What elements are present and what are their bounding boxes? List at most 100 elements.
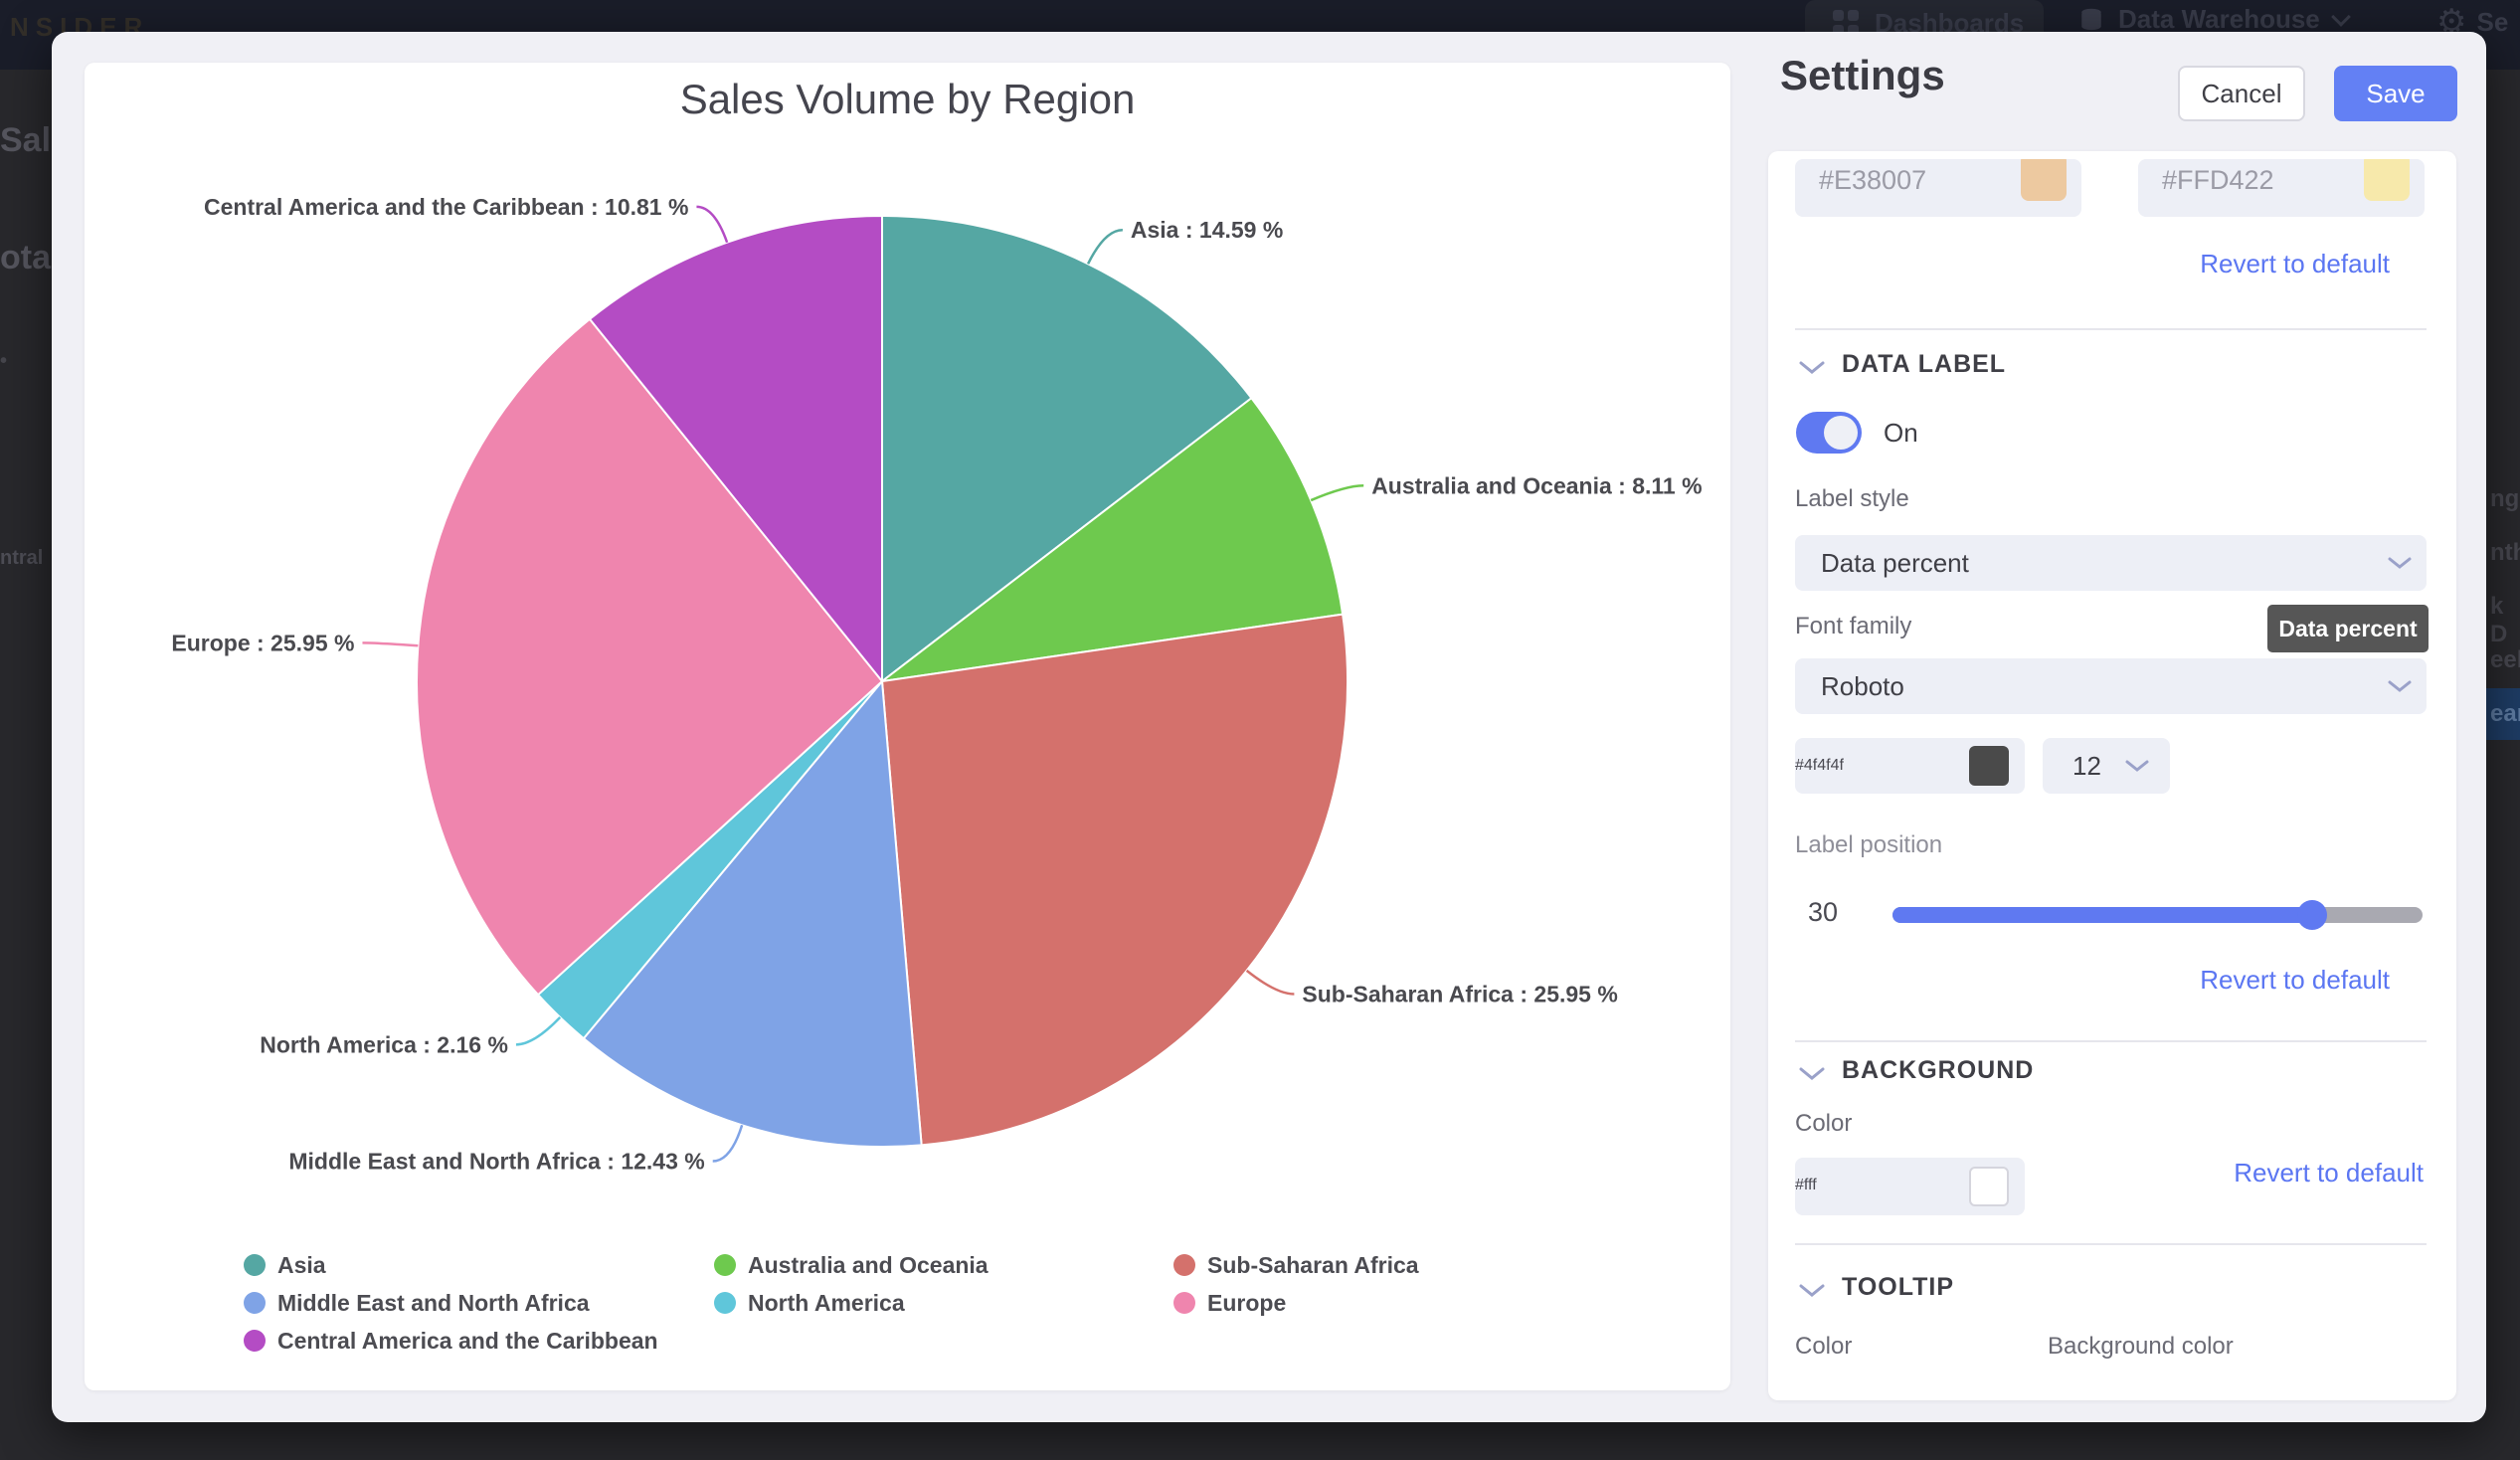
label-style-value: Data percent	[1821, 547, 1969, 578]
divider	[1795, 1040, 2427, 1042]
color-hex-value: #fff	[1795, 1177, 1817, 1193]
revert-to-default-link[interactable]: Revert to default	[2200, 965, 2390, 995]
backdrop-menu-fragment: ear	[2490, 700, 2520, 727]
cancel-button[interactable]: Cancel	[2178, 66, 2305, 121]
backdrop-menu-fragment: eek	[2490, 646, 2520, 673]
series-color-input[interactable]: #FFD422	[2138, 159, 2425, 217]
color-swatch[interactable]	[1969, 746, 2009, 786]
data-warehouse-label: Data Warehouse	[2118, 4, 2320, 34]
label-leader-line	[1086, 228, 1124, 265]
legend-item[interactable]: Sub-Saharan Africa	[1173, 1250, 1419, 1280]
slider-value: 30	[1808, 897, 1839, 927]
label-leader-line	[515, 1016, 562, 1046]
legend-marker	[244, 1330, 266, 1352]
legend-label: Middle East and North Africa	[277, 1289, 590, 1316]
font-family-dropdown[interactable]: Roboto	[1795, 658, 2427, 714]
collapse-chevron-icon[interactable]	[1798, 1283, 1826, 1299]
label-leader-line	[1245, 969, 1295, 996]
font-family-label: Font family	[1795, 613, 1912, 639]
pie-slice[interactable]	[416, 317, 884, 997]
chart-title: Sales Volume by Region	[679, 76, 1136, 122]
revert-to-default-link[interactable]: Revert to default	[2200, 249, 2390, 278]
pie-slice[interactable]	[878, 396, 1345, 683]
legend-marker	[1173, 1292, 1195, 1314]
color-hex-value: #E38007	[1819, 165, 1927, 195]
pie-slice-label: Asia : 14.59 %	[1131, 217, 1283, 243]
font-size-value: 12	[2072, 750, 2101, 781]
data-warehouse-menu[interactable]: Data Warehouse	[2078, 4, 2351, 35]
collapse-chevron-icon[interactable]	[1798, 1066, 1826, 1082]
divider	[1795, 328, 2427, 330]
legend-label: Central America and the Caribbean	[277, 1327, 658, 1354]
label-leader-line	[696, 205, 729, 244]
background-color-input[interactable]: #fff	[1795, 1158, 2025, 1215]
backdrop-menu-fragment: nge	[2490, 485, 2520, 512]
legend-item[interactable]: Australia and Oceania	[714, 1250, 989, 1280]
backdrop-selected-row	[2486, 688, 2520, 740]
legend-item[interactable]: Middle East and North Africa	[244, 1288, 590, 1318]
background-section-header[interactable]: BACKGROUND	[1842, 1056, 2035, 1084]
legend-label: Australia and Oceania	[748, 1251, 989, 1278]
backdrop-bullet: •	[0, 350, 8, 372]
revert-to-default-link[interactable]: Revert to default	[2234, 1158, 2424, 1187]
slider-thumb[interactable]	[2297, 900, 2327, 930]
backdrop-text-fragment: ota	[0, 239, 51, 276]
chevron-down-icon	[2388, 680, 2412, 692]
pie-slice-label: Middle East and North Africa : 12.43 %	[288, 1149, 704, 1175]
tooltip-color-label: Color	[1795, 1333, 1853, 1360]
data-label-toggle[interactable]	[1796, 412, 1862, 454]
series-color-input[interactable]: #E38007	[1795, 159, 2081, 217]
legend-label: Sub-Saharan Africa	[1207, 1251, 1419, 1278]
color-swatch[interactable]	[2364, 159, 2410, 201]
color-swatch[interactable]	[2021, 159, 2067, 201]
font-color-input[interactable]: #4f4f4f	[1795, 738, 2025, 794]
dashboard-grid-icon	[1833, 10, 1859, 36]
collapse-chevron-icon[interactable]	[1798, 360, 1826, 376]
pie-slice-label: Central America and the Caribbean : 10.8…	[204, 194, 688, 220]
settings-menu-label: Se	[2476, 6, 2509, 37]
tooltip-background-color-label: Background color	[2048, 1333, 2234, 1360]
legend-marker	[714, 1292, 736, 1314]
toggle-knob	[1824, 416, 1858, 450]
pie-slice[interactable]	[588, 214, 883, 684]
color-hex-value: #FFD422	[2162, 165, 2274, 195]
label-style-dropdown[interactable]: Data percent	[1795, 535, 2427, 591]
database-icon	[2081, 8, 2101, 30]
backdrop-menu-fragment: nth	[2490, 539, 2520, 566]
label-leader-line	[712, 1124, 744, 1163]
slider-fill	[1892, 907, 2312, 923]
label-leader-line	[1310, 484, 1364, 502]
legend-label: Asia	[277, 1251, 326, 1278]
legend-marker	[714, 1254, 736, 1276]
label-style-tooltip: Data percent	[2267, 605, 2429, 652]
backdrop-text-fragment: ntral	[0, 547, 44, 569]
divider	[1795, 1243, 2427, 1245]
legend-item[interactable]: Europe	[1173, 1288, 1286, 1318]
panel-title: Settings	[1780, 52, 1945, 98]
pie-slice-label: Sub-Saharan Africa : 25.95 %	[1302, 982, 1617, 1007]
legend-item[interactable]: Asia	[244, 1250, 326, 1280]
backdrop-menu-fragment: k D	[2490, 593, 2508, 647]
pie-slice[interactable]	[582, 678, 923, 1148]
save-button[interactable]: Save	[2334, 66, 2457, 121]
background-color-label: Color	[1795, 1110, 1853, 1137]
tooltip-section-header[interactable]: TOOLTIP	[1842, 1273, 1955, 1301]
pie-slice-label: Australia and Oceania : 8.11 %	[1371, 472, 1702, 498]
font-family-value: Roboto	[1821, 670, 1904, 701]
color-swatch[interactable]	[1969, 1167, 2009, 1206]
pie-slice-label: North America : 2.16 %	[260, 1031, 508, 1057]
pie-slice-label: Europe : 25.95 %	[171, 630, 354, 655]
font-size-dropdown[interactable]: 12	[2043, 738, 2170, 794]
pie-slice[interactable]	[880, 613, 1349, 1147]
legend-item[interactable]: Central America and the Caribbean	[244, 1326, 658, 1356]
legend-item[interactable]: North America	[714, 1288, 905, 1318]
legend-marker	[1173, 1254, 1195, 1276]
toggle-state-label: On	[1884, 418, 1918, 448]
backdrop-text-fragment: Sal	[0, 121, 52, 159]
pie-chart: Asia : 14.59 % Australia and Oceania : 8.…	[171, 194, 1702, 1175]
chevron-down-icon	[2125, 760, 2149, 772]
legend-label: North America	[748, 1289, 905, 1316]
data-label-section-header[interactable]: DATA LABEL	[1842, 350, 2007, 378]
legend-marker	[244, 1292, 266, 1314]
chevron-down-icon	[2388, 557, 2412, 569]
